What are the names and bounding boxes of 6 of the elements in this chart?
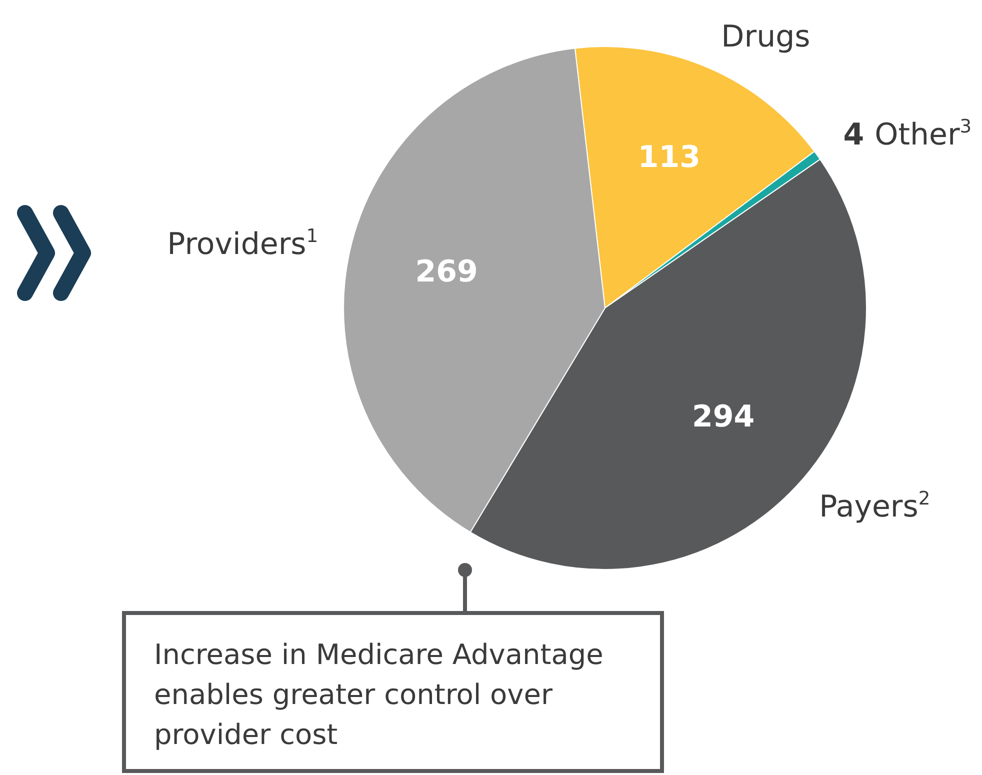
slice-label: Drugs [721,19,810,54]
data-label: 4 [843,117,864,152]
data-label: 294 [692,400,755,435]
data-label: 269 [415,254,478,290]
text: Increase in Medicare Advantage enables greater control over provider cost [122,611,664,773]
data-label: 113 [638,140,700,175]
